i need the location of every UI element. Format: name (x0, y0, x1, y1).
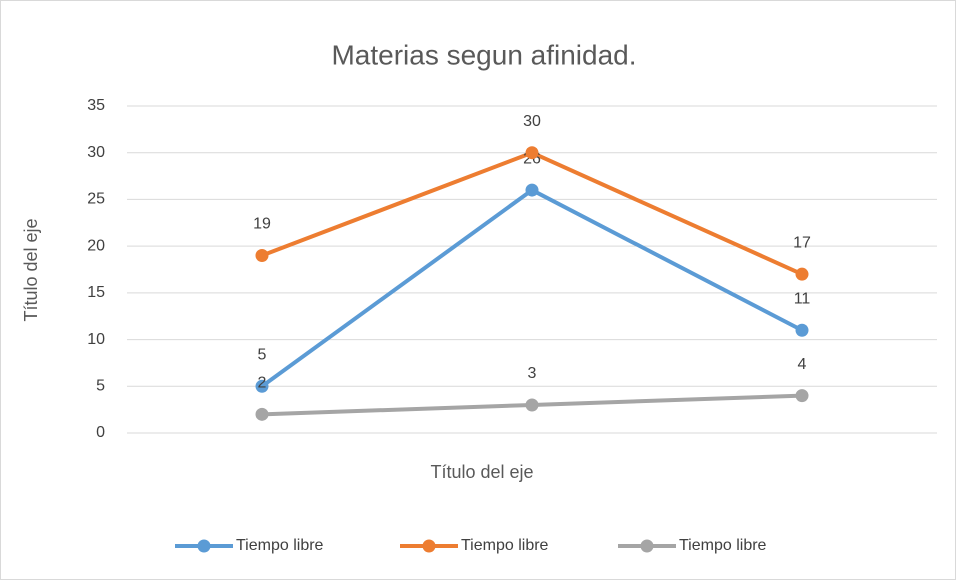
legend-label: Tiempo libre (236, 537, 324, 554)
y-tick-label: 30 (87, 144, 105, 161)
data-label: 30 (523, 113, 541, 130)
legend-marker (640, 539, 654, 553)
data-point (795, 323, 809, 337)
y-tick-label: 35 (87, 97, 105, 114)
legend-label: Tiempo libre (461, 537, 549, 554)
data-point (795, 389, 809, 403)
y-tick-label: 5 (96, 378, 105, 395)
data-point (525, 183, 539, 197)
legend-label: Tiempo libre (679, 537, 767, 554)
y-tick-label: 20 (87, 237, 105, 254)
y-tick-label: 10 (87, 331, 105, 348)
data-label: 5 (258, 347, 267, 364)
y-tick-label: 0 (96, 424, 105, 441)
y-tick-label: 25 (87, 191, 105, 208)
data-label: 11 (794, 290, 811, 307)
data-label: 17 (793, 234, 811, 251)
data-point (255, 379, 269, 393)
data-label: 2 (258, 375, 267, 392)
data-point (255, 407, 269, 421)
data-label: 4 (798, 356, 807, 373)
data-point (525, 146, 539, 160)
data-point (795, 267, 809, 281)
y-tick-label: 15 (87, 284, 105, 301)
data-label: 3 (528, 365, 537, 382)
x-axis-title: Título del eje (430, 462, 533, 482)
data-label: 19 (253, 216, 271, 233)
chart-title: Materias segun afinidad. (331, 39, 636, 70)
legend-marker (422, 539, 436, 553)
data-point (255, 248, 269, 262)
legend-marker (197, 539, 211, 553)
y-axis-title: Título del eje (21, 218, 41, 321)
data-point (525, 398, 539, 412)
